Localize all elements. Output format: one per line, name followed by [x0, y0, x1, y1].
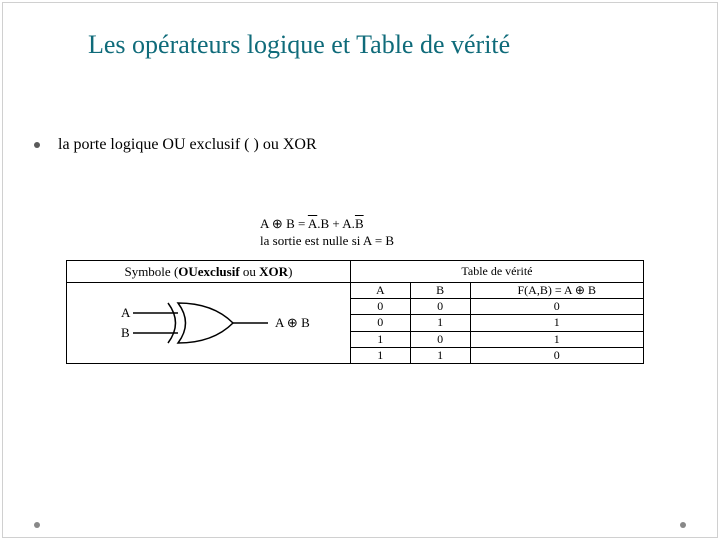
cell-a: 1 — [350, 331, 410, 347]
table-header-row: Symbole (OUexclusif ou XOR) Table de vér… — [67, 261, 644, 283]
cell-f: 0 — [470, 347, 644, 363]
symbol-header: Symbole (OUexclusif ou XOR) — [67, 261, 351, 283]
cell-a: 1 — [350, 347, 410, 363]
cell-b: 1 — [410, 347, 470, 363]
truth-col-f: F(A,B) = A ⊕ B — [470, 283, 644, 299]
gate-label-b: B — [121, 325, 130, 340]
cell-a: 0 — [350, 299, 410, 315]
hdr-b2: XOR — [259, 264, 288, 279]
formula-block: A ⊕ B = A.B + A.B la sortie est nulle si… — [260, 216, 394, 250]
formula-line-1: A ⊕ B = A.B + A.B — [260, 216, 394, 233]
cell-b: 1 — [410, 315, 470, 331]
cell-a: 0 — [350, 315, 410, 331]
decor-dot-icon — [34, 522, 40, 528]
bullet-text: la porte logique OU exclusif ( ) ou XOR — [58, 136, 317, 154]
bullet-dot-icon — [34, 142, 40, 148]
cell-b: 0 — [410, 331, 470, 347]
symbol-cell: A B A ⊕ B — [67, 283, 351, 364]
decor-dot-icon — [680, 522, 686, 528]
gate-label-a: A — [121, 305, 131, 320]
cell-f: 1 — [470, 331, 644, 347]
gate-label-out: A ⊕ B — [275, 315, 310, 330]
formula-lhs: A ⊕ B = — [260, 216, 308, 231]
cell-f: 0 — [470, 299, 644, 315]
hdr-pre: Symbole ( — [124, 264, 178, 279]
formula-line-2: la sortie est nulle si A = B — [260, 233, 394, 250]
truth-header: Table de vérité — [350, 261, 643, 283]
formula-mid: .B + A. — [317, 216, 355, 231]
truth-col-b: B — [410, 283, 470, 299]
truth-col-row: A B A ⊕ B A B F(A,B) = A ⊕ B — [67, 283, 644, 299]
formula-abar: A — [308, 216, 317, 231]
page-title: Les opérateurs logique et Table de vérit… — [88, 30, 510, 60]
bullet-item: la porte logique OU exclusif ( ) ou XOR — [34, 136, 317, 154]
diagram-table: Symbole (OUexclusif ou XOR) Table de vér… — [66, 260, 644, 364]
hdr-post: ) — [288, 264, 292, 279]
hdr-b1: OUexclusif — [178, 264, 239, 279]
cell-f: 1 — [470, 315, 644, 331]
formula-bbar: B — [355, 216, 364, 231]
xor-gate-icon: A B A ⊕ B — [83, 283, 333, 363]
cell-b: 0 — [410, 299, 470, 315]
truth-col-a: A — [350, 283, 410, 299]
hdr-mid: ou — [240, 264, 260, 279]
